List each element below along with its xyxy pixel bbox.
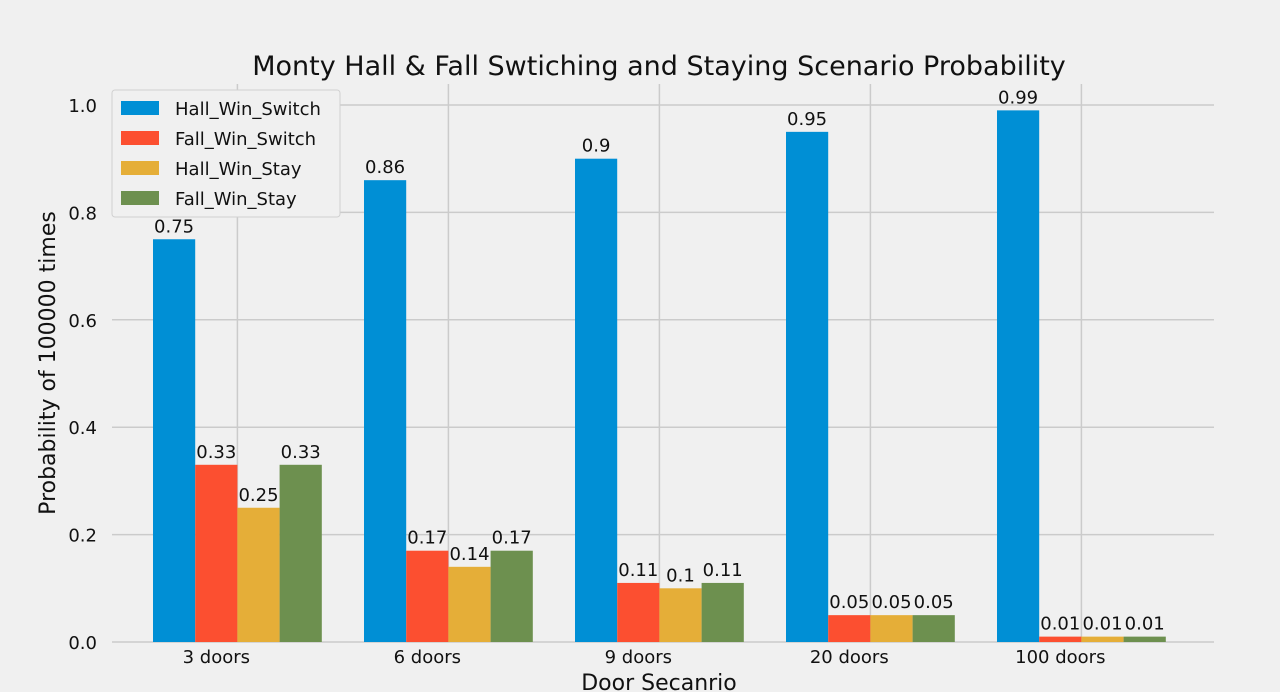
bar-hall-win-stay <box>237 507 280 642</box>
bar-hall-win-switch <box>575 158 618 642</box>
bar-hall-win-switch <box>786 131 829 642</box>
bar-value-label: 0.14 <box>449 544 489 565</box>
bar-value-label: 0.11 <box>618 560 658 581</box>
bar-value-label: 0.01 <box>1040 614 1080 635</box>
bar-value-label: 0.01 <box>1082 614 1122 635</box>
x-axis-ticks: 3 doors 6 doors 9 doors 20 doors 100 doors <box>183 647 1106 668</box>
bar-value-label: 0.86 <box>365 157 405 178</box>
bar-hall-win-switch <box>364 180 407 642</box>
bar-fall-win-stay <box>490 550 533 642</box>
bar-value-label: 0.11 <box>703 560 743 581</box>
y-tick-label: 0.8 <box>68 203 97 224</box>
bar-hall-win-stay <box>659 588 702 642</box>
y-tick-label: 0.6 <box>68 311 97 332</box>
y-axis-title: Probability of 100000 times <box>36 211 61 515</box>
bar-value-label: 0.05 <box>829 592 869 613</box>
legend-box <box>111 89 341 218</box>
x-tick-label: 100 doors <box>1015 647 1105 668</box>
bar-value-label: 0.33 <box>281 442 321 463</box>
x-tick-label: 20 doors <box>810 647 889 668</box>
bar-fall-win-stay <box>1123 636 1166 642</box>
bar-value-label: 0.75 <box>154 216 194 237</box>
bar-fall-win-switch <box>828 615 871 642</box>
bar-hall-win-stay <box>870 615 913 642</box>
bar-fall-win-switch <box>195 464 238 642</box>
y-tick-label: 0.4 <box>68 418 97 439</box>
bar-value-label: 0.17 <box>407 528 447 549</box>
bar-fall-win-switch <box>617 582 660 642</box>
legend-swatch <box>121 161 159 175</box>
y-axis-ticks: 0.0 0.2 0.4 0.6 0.8 1.0 <box>68 96 97 654</box>
legend-swatch <box>121 101 159 115</box>
bar-value-label: 0.99 <box>998 87 1038 108</box>
bar-fall-win-stay <box>701 582 744 642</box>
y-tick-label: 1.0 <box>68 96 97 117</box>
bar-hall-win-switch <box>153 239 196 642</box>
legend-swatch <box>121 191 159 205</box>
bar-value-label: 0.01 <box>1125 614 1165 635</box>
x-tick-label: 6 doors <box>394 647 461 668</box>
bars <box>153 110 1166 643</box>
bar-value-label: 0.9 <box>582 136 611 157</box>
bar-value-label: 0.17 <box>492 528 532 549</box>
x-axis-title: Door Secanrio <box>581 671 737 692</box>
bar-value-label: 0.25 <box>238 485 278 506</box>
grid <box>112 84 1214 643</box>
legend-entry: Hall_Win_Switch <box>175 99 321 120</box>
bar-value-label: 0.1 <box>666 565 695 586</box>
bar-hall-win-stay <box>1081 636 1124 642</box>
bar-fall-win-stay <box>912 615 955 642</box>
chart-title: Monty Hall & Fall Swtiching and Staying … <box>252 51 1066 82</box>
bar-value-label: 0.33 <box>196 442 236 463</box>
legend-entry: Fall_Win_Switch <box>175 129 316 150</box>
bar-fall-win-stay <box>279 464 322 642</box>
legend-entry: Fall_Win_Stay <box>175 189 297 210</box>
bar-fall-win-switch <box>406 550 449 642</box>
bar-value-label: 0.05 <box>914 592 954 613</box>
data-labels: 0.750.860.90.950.990.330.170.110.050.010… <box>154 87 1165 634</box>
x-tick-label: 3 doors <box>183 647 250 668</box>
bar-fall-win-switch <box>1039 636 1082 642</box>
bar-hall-win-switch <box>997 110 1040 643</box>
bar-value-label: 0.95 <box>787 109 827 130</box>
bar-hall-win-stay <box>448 566 491 642</box>
y-tick-label: 0.2 <box>68 526 97 547</box>
legend-entry: Hall_Win_Stay <box>175 159 302 180</box>
x-tick-label: 9 doors <box>605 647 672 668</box>
y-tick-label: 0.0 <box>68 633 97 654</box>
legend: Hall_Win_Switch Fall_Win_Switch Hall_Win_S… <box>111 89 341 218</box>
legend-swatch <box>121 131 159 145</box>
bar-value-label: 0.05 <box>871 592 911 613</box>
